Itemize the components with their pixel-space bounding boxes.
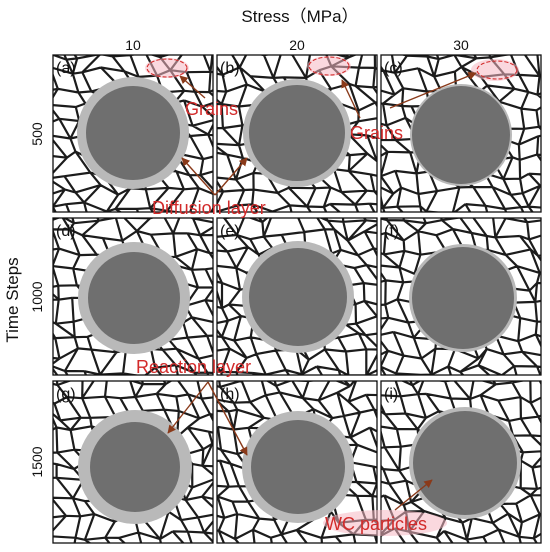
- arrow-grains-c: [389, 71, 477, 109]
- row-label-1000: 1000: [29, 281, 45, 312]
- column-label-10: 10: [125, 37, 141, 53]
- wc-particle: [249, 248, 347, 346]
- highlight-wc: [323, 510, 447, 536]
- annotation-arrows: [167, 71, 477, 511]
- panel-label: (a): [56, 60, 76, 77]
- column-label-30: 30: [453, 37, 469, 53]
- panel-g: (g): [52, 380, 214, 544]
- grain-outline-c: [476, 60, 518, 80]
- grain-outline-a: [146, 58, 188, 78]
- wc-particle: [251, 420, 345, 514]
- row-label-1500: 1500: [29, 446, 45, 477]
- panel-label: (c): [384, 60, 403, 77]
- panel-label: (f): [384, 223, 399, 240]
- arrow-grains-a: [179, 75, 206, 99]
- panel-label: (b): [220, 60, 240, 77]
- panel-frame: [380, 380, 542, 544]
- column-label-20: 20: [289, 37, 305, 53]
- grain-outlines: [146, 56, 518, 80]
- panel-label: (d): [56, 223, 76, 240]
- wc-particle: [412, 86, 510, 184]
- annotation-reaction-layer: Reaction layer: [136, 357, 251, 377]
- panel-d: (d): [52, 217, 214, 376]
- panel-label: (g): [56, 386, 76, 403]
- grain-highlights: [145, 56, 519, 536]
- panel-c: (c): [380, 54, 542, 213]
- annotation-diffusion-layer: Diffusion layer: [152, 198, 266, 218]
- annotation-wc-particles: WC particles: [325, 514, 427, 534]
- highlight-grain-a: [145, 58, 189, 78]
- arrow-diffusion-a: [181, 157, 216, 196]
- panel-frame: [216, 217, 378, 376]
- wc-particle: [86, 86, 180, 180]
- row-header: Time Steps: [3, 257, 22, 342]
- highlight-grain-c: [471, 59, 519, 81]
- row-label-500: 500: [29, 122, 45, 146]
- panel-frame: [216, 54, 378, 213]
- arrow-reaction-h: [207, 381, 248, 456]
- column-header: Stress（MPa）: [241, 7, 358, 26]
- grain-outline-b: [308, 56, 350, 76]
- panel-frame: [52, 380, 214, 544]
- panel-i: (i): [380, 380, 542, 544]
- annotation-grains: Grains: [185, 99, 238, 119]
- panel-e: (e): [216, 217, 378, 376]
- wc-particle: [88, 252, 180, 344]
- panel-label: (e): [220, 223, 240, 240]
- panel-frame: [52, 54, 214, 213]
- arrow-diffusion-b: [214, 157, 248, 196]
- highlight-grain-b: [307, 56, 351, 76]
- wc-particle: [90, 422, 180, 512]
- arrow-grains-b: [341, 79, 361, 119]
- wc-particle: [249, 85, 345, 181]
- arrow-wc: [394, 479, 433, 511]
- panel-label: (h): [220, 386, 240, 403]
- panel-frame: [52, 217, 214, 376]
- annotation-grains: Grains: [350, 123, 403, 143]
- panel-b: (b): [216, 54, 378, 213]
- arrow-reaction-g: [167, 381, 209, 434]
- panel-label: (i): [384, 386, 398, 403]
- wc-particle: [412, 247, 514, 349]
- panel-frame: [380, 217, 542, 376]
- wc-particle: [413, 411, 517, 515]
- panel-frame: [216, 380, 378, 544]
- panel-frame: [380, 54, 542, 213]
- panel-f: (f): [380, 217, 542, 376]
